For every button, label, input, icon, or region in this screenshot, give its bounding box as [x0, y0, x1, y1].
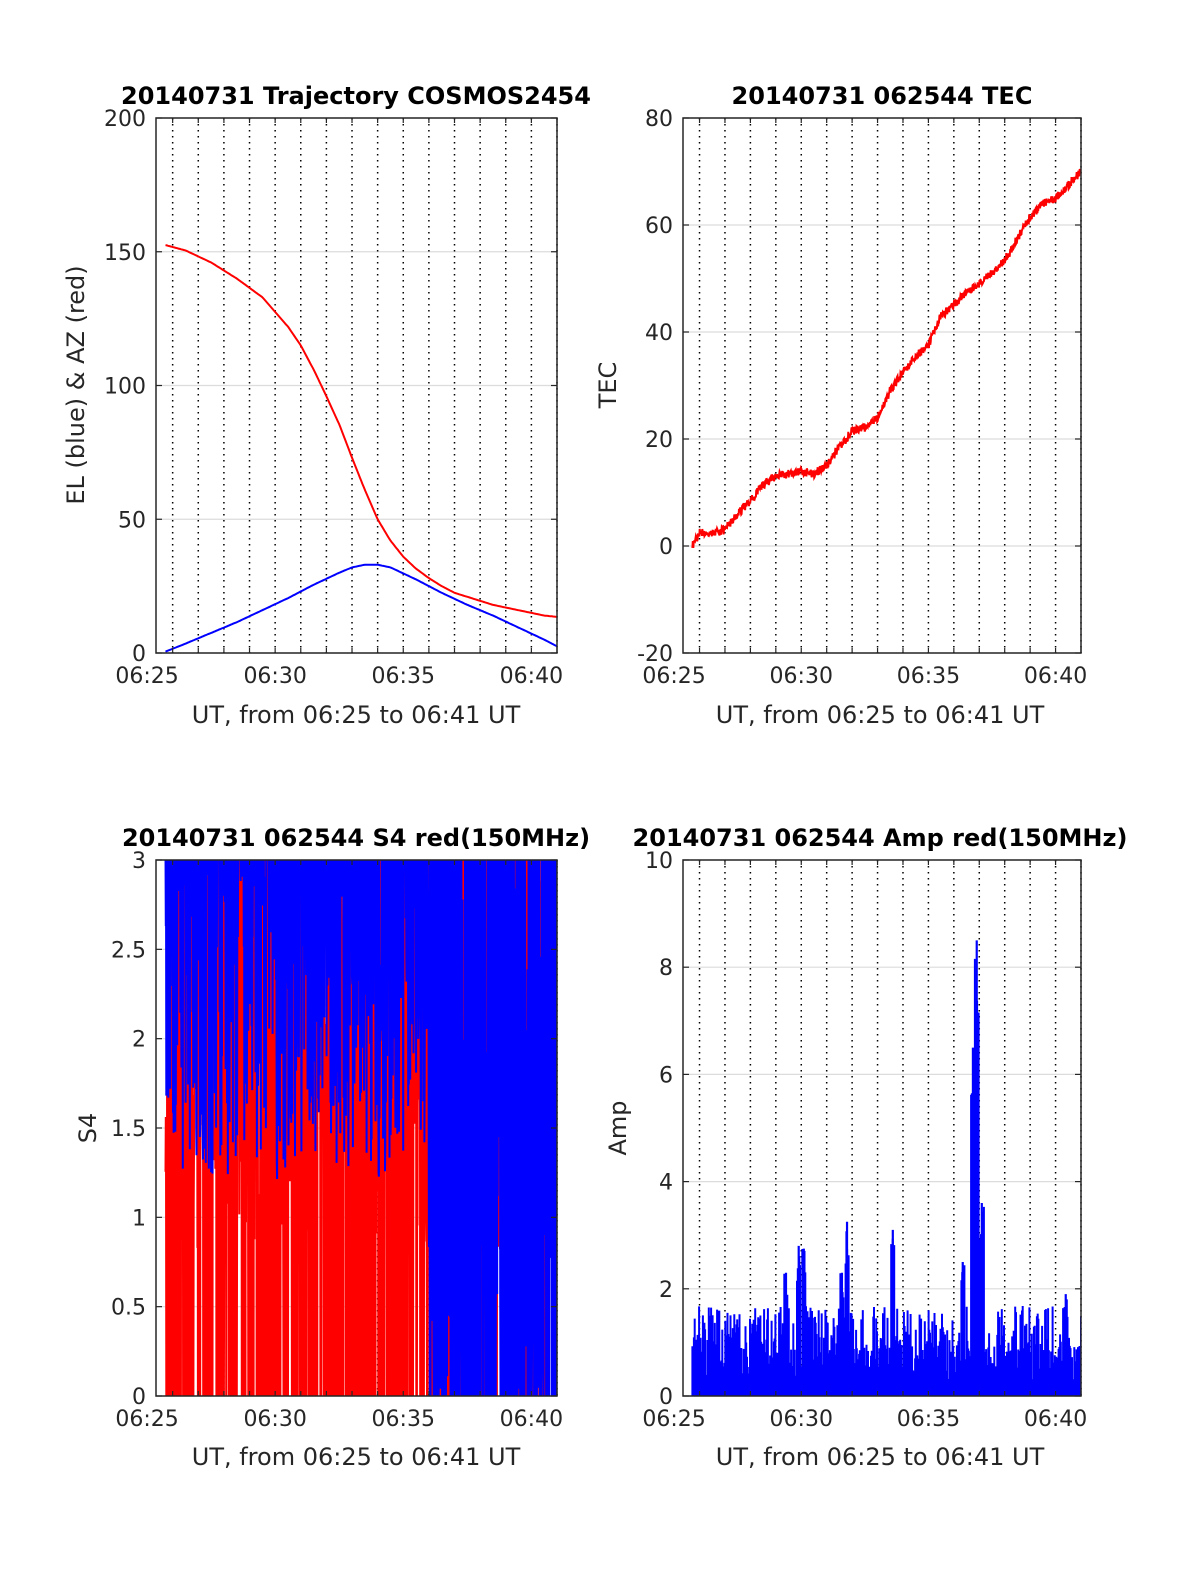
y-tick-label: 1.5 [111, 1117, 146, 1142]
y-tick-label: 4 [659, 1171, 673, 1196]
series-line-blue [164, 860, 557, 1396]
y-tick-label: 2.5 [111, 938, 146, 963]
y-tick-label: 50 [118, 508, 146, 533]
x-tick-label: 06:30 [770, 1407, 833, 1432]
plot-data [691, 940, 1081, 1396]
x-tick-label: 06:30 [243, 664, 306, 689]
axes-box [682, 117, 1082, 654]
y-tick-label: 40 [645, 321, 673, 346]
x-tick-label: 06:25 [642, 1407, 705, 1432]
y-tick-label: 6 [659, 1063, 673, 1088]
panel-s4: 06:25 06:30 06:35 06:40 0 0.5 1 1.5 2 2.5 32014073… [74, 824, 590, 1471]
axes: 06:25 06:30 06:35 06:40 0 2 4 6 8 10 [642, 849, 1087, 1432]
x-axis-label: UT, from 06:25 to 06:41 UT [192, 1443, 521, 1471]
y-tick-label: 8 [659, 956, 673, 981]
y-tick-label: 0 [132, 642, 146, 667]
x-axis-label: UT, from 06:25 to 06:41 UT [716, 1443, 1045, 1471]
axes: 06:25 06:30 06:35 06:40 0 50 100 150 200 [104, 107, 563, 689]
x-axis-label: UT, from 06:25 to 06:41 UT [192, 701, 521, 729]
x-tick-label: 06:40 [1024, 664, 1087, 689]
chart-title: 20140731 Trajectory COSMOS2454 [121, 82, 591, 110]
y-tick-label: 2 [132, 1028, 146, 1053]
y-tick-label: 80 [645, 107, 673, 132]
y-tick-label: 150 [104, 241, 146, 266]
x-tick-label: 06:35 [897, 1407, 960, 1432]
panel-tec: 06:25 06:30 06:35 06:40 -20 0 20 40 60 80 20140731… [594, 82, 1087, 729]
x-tick-label: 06:30 [770, 664, 833, 689]
y-tick-label: 200 [104, 107, 146, 132]
x-tick-label: 06:40 [500, 1407, 563, 1432]
x-tick-label: 06:35 [372, 1407, 435, 1432]
x-tick-label: 06:40 [1024, 1407, 1087, 1432]
y-tick-label: 0 [659, 535, 673, 560]
y-tick-label: 3 [132, 849, 146, 874]
x-tick-label: 06:25 [115, 1407, 178, 1432]
axes-box [682, 859, 1082, 1397]
series-line-red [691, 168, 1081, 548]
chart-title: 20140731 062544 Amp red(150MHz) [633, 824, 1128, 852]
chart-title: 20140731 062544 TEC [732, 82, 1033, 110]
chart-title: 20140731 062544 S4 red(150MHz) [122, 824, 590, 852]
y-axis-label: S4 [74, 1113, 102, 1144]
x-axis-label: UT, from 06:25 to 06:41 UT [716, 701, 1045, 729]
y-tick-label: 1 [132, 1206, 146, 1231]
y-tick-label: 0 [132, 1385, 146, 1410]
series-line-blue [165, 563, 557, 653]
x-tick-label: 06:40 [500, 664, 563, 689]
axes: 06:25 06:30 06:35 06:40 -20 0 20 40 60 80 [637, 107, 1087, 689]
panel-trajectory: 06:25 06:30 06:35 06:40 0 50 100 150 20020140731… [62, 82, 591, 729]
y-tick-label: 0.5 [111, 1296, 146, 1321]
series-line-red [165, 244, 557, 618]
y-tick-label: 100 [104, 375, 146, 400]
x-tick-label: 06:35 [372, 664, 435, 689]
y-axis-label: Amp [604, 1100, 632, 1155]
x-tick-label: 06:30 [243, 1407, 306, 1432]
amp-bars [691, 958, 1081, 1396]
y-tick-label: -20 [637, 642, 673, 667]
x-tick-label: 06:25 [115, 664, 178, 689]
y-tick-label: 20 [645, 428, 673, 453]
y-axis-label: EL (blue) & AZ (red) [62, 265, 90, 504]
y-tick-label: 10 [645, 849, 673, 874]
plot-data [165, 244, 557, 653]
axes: 06:25 06:30 06:35 06:40 0 0.5 1 1.5 2 2.5 3 [111, 849, 563, 1432]
plot-data [164, 860, 557, 1396]
y-tick-label: 0 [659, 1385, 673, 1410]
y-tick-label: 60 [645, 214, 673, 239]
plot-data [691, 168, 1081, 548]
y-axis-label: TEC [594, 362, 622, 410]
x-tick-label: 06:25 [642, 664, 705, 689]
y-tick-label: 2 [659, 1278, 673, 1303]
x-tick-label: 06:35 [897, 664, 960, 689]
